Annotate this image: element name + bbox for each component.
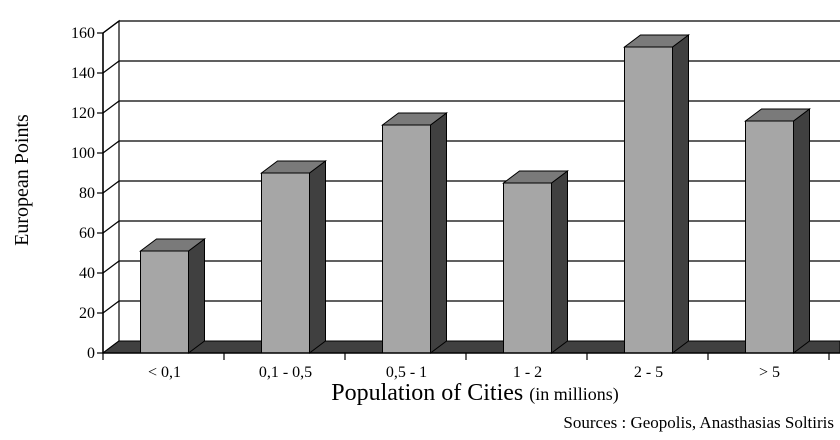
bar xyxy=(381,112,448,354)
bar-side xyxy=(430,112,447,354)
y-tick-label: 120 xyxy=(71,105,95,122)
bar-front xyxy=(382,124,431,354)
bar xyxy=(744,108,811,354)
gridline-depth xyxy=(102,180,120,194)
bar-side xyxy=(309,160,326,354)
bar-front xyxy=(140,250,189,354)
gridline-depth xyxy=(102,60,120,74)
bar-side xyxy=(672,34,689,354)
gridline-depth xyxy=(102,20,120,34)
bar-front xyxy=(261,172,310,354)
y-tick-label: 40 xyxy=(79,265,95,282)
x-tick-label: 2 - 5 xyxy=(634,364,663,381)
bar-front xyxy=(503,182,552,354)
gridline-depth xyxy=(102,140,120,154)
x-tick-label: < 0,1 xyxy=(148,364,181,381)
x-axis-label-main: Population of Cities xyxy=(331,380,523,406)
y-tick-label: 80 xyxy=(79,185,95,202)
gridline-depth xyxy=(102,220,120,234)
x-tick-label: > 5 xyxy=(759,364,780,381)
floor-slab xyxy=(101,340,840,354)
y-axis: 0 20 40 60 80 100 120 140 160 xyxy=(71,25,104,362)
gridlines xyxy=(102,20,840,314)
bar-side xyxy=(793,108,810,354)
y-axis-label: European Points xyxy=(11,114,33,246)
bar xyxy=(139,238,206,354)
bar xyxy=(623,34,690,354)
x-axis: < 0,1 0,1 - 0,5 0,5 - 1 1 - 2 2 - 5 > 5 xyxy=(102,352,840,381)
y-tick-label: 0 xyxy=(87,345,95,362)
bar-front xyxy=(745,120,794,354)
x-axis-label-unit: (in millions) xyxy=(529,384,619,405)
gridline-depth xyxy=(102,100,120,114)
x-tick-label: 1 - 2 xyxy=(513,364,542,381)
bar-side xyxy=(188,238,205,354)
bar-front xyxy=(624,46,673,354)
bar-side xyxy=(551,170,568,354)
y-tick-label: 20 xyxy=(79,305,95,322)
bar xyxy=(502,170,569,354)
gridline-depth xyxy=(102,260,120,274)
y-tick-label: 60 xyxy=(79,225,95,242)
y-tick-label: 100 xyxy=(71,145,95,162)
bars xyxy=(139,34,811,354)
bar xyxy=(260,160,327,354)
chart-floor xyxy=(101,340,840,354)
y-tick-label: 140 xyxy=(71,65,95,82)
x-axis-label: Population of Cities (in millions) xyxy=(331,380,619,406)
x-tick-label: 0,5 - 1 xyxy=(386,364,427,381)
source-note: Sources : Geopolis, Anasthasias Soltiris xyxy=(563,413,834,432)
x-tick-label: 0,1 - 0,5 xyxy=(259,364,312,381)
gridline-depth xyxy=(102,300,120,314)
y-tick-label: 160 xyxy=(71,25,95,42)
